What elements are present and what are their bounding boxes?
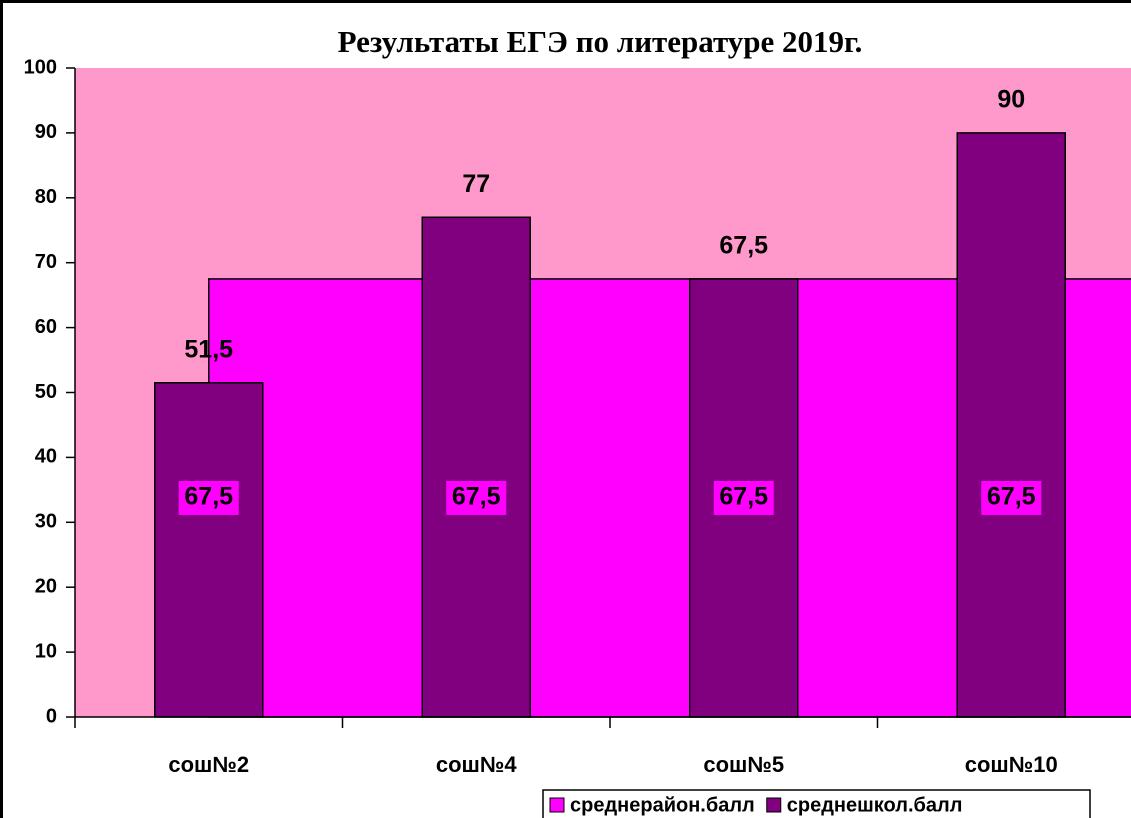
legend-label: среднерайон.балл <box>570 794 755 816</box>
data-label: 67,5 <box>719 483 768 511</box>
bar <box>421 216 531 718</box>
data-label-background <box>981 480 1042 515</box>
y-tick-label: 0 <box>46 705 57 727</box>
legend-label: среднешкол.балл <box>787 794 963 816</box>
data-label: 51,5 <box>184 335 233 363</box>
y-tick-label: 60 <box>35 316 57 338</box>
data-label-background <box>713 480 774 515</box>
legend-box <box>542 789 1091 818</box>
data-label: 67,5 <box>719 232 768 260</box>
x-tick-label: сош№5 <box>703 752 784 777</box>
x-tick-label: сош№10 <box>965 752 1058 777</box>
legend-swatch <box>766 797 782 813</box>
data-label: 67,5 <box>184 483 233 511</box>
y-tick-label: 70 <box>35 251 57 273</box>
chart-title: Результаты ЕГЭ по литературе 2019г. <box>338 24 863 59</box>
data-label: 90 <box>997 86 1025 114</box>
legend-swatch <box>549 797 565 813</box>
x-tick-label: сош№2 <box>168 752 249 777</box>
y-tick-label: 80 <box>35 186 57 208</box>
y-tick-label: 100 <box>24 56 57 78</box>
y-tick-label: 90 <box>35 121 57 143</box>
y-tick-label: 20 <box>35 575 57 597</box>
y-tick-label: 30 <box>35 511 57 533</box>
bar <box>154 382 264 718</box>
data-label-background <box>446 480 507 515</box>
y-tick-label: 40 <box>35 446 57 468</box>
x-tick-label: сош№4 <box>436 752 518 777</box>
y-tick-label: 50 <box>35 381 57 403</box>
bar <box>956 132 1066 718</box>
y-tick-label: 10 <box>35 640 57 662</box>
data-label: 77 <box>462 170 490 198</box>
data-label: 67,5 <box>987 483 1036 511</box>
data-label: 67,5 <box>452 483 501 511</box>
data-label-background <box>178 480 239 515</box>
